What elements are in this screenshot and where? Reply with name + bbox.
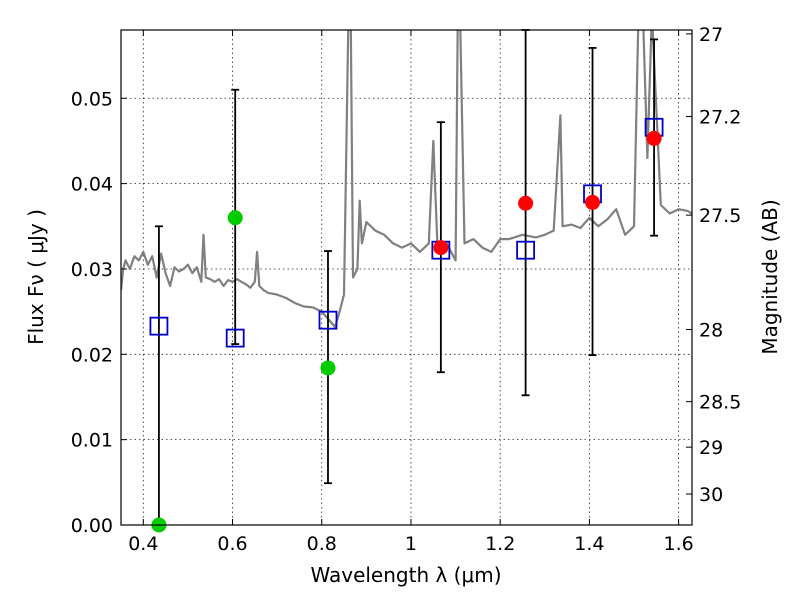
mag-tick-label: 28 <box>699 319 723 341</box>
y-tick-label: 0.05 <box>71 88 113 110</box>
spectrum-line <box>121 30 692 329</box>
filled-circle-marker <box>227 210 243 226</box>
filled-circle-marker <box>518 195 534 211</box>
mag-tick-label: 30 <box>699 484 723 506</box>
right-axis-label: Magnitude (AB) <box>758 199 782 354</box>
y-tick-label: 0.03 <box>71 259 113 281</box>
y-tick-label: 0.04 <box>71 174 113 196</box>
filled-circle-marker <box>585 194 601 210</box>
x-axis-label: Wavelength λ (μm) <box>310 563 501 587</box>
x-tick-label: 1.6 <box>664 533 694 555</box>
mag-tick-label: 29 <box>699 437 723 459</box>
x-tick-label: 1.4 <box>574 533 604 555</box>
filled-circle-marker <box>320 360 336 376</box>
open-square-marker <box>225 328 245 348</box>
y-tick-label: 0.02 <box>71 344 113 366</box>
grid-lines <box>121 30 692 526</box>
open-square-marker <box>318 310 338 330</box>
y-tick-label: 0.01 <box>71 430 113 452</box>
plot-frame <box>120 29 693 526</box>
open-square-marker <box>516 240 536 260</box>
x-tick-label: 1 <box>405 533 417 555</box>
x-tick-label: 0.6 <box>217 533 247 555</box>
mag-tick-label: 27.5 <box>699 205 741 227</box>
x-tick-label: 0.4 <box>128 533 158 555</box>
mag-tick-label: 27 <box>699 24 723 46</box>
filled-circle-marker <box>646 130 662 146</box>
x-tick-label: 1.2 <box>485 533 515 555</box>
axis-ticks: 0.4 0.6 0.8 1 1.2 1.4 1.6 0.00 0.01 0.02 0.03 0.04 0… <box>71 24 742 555</box>
open-square-marker <box>149 316 169 336</box>
mag-tick-label: 27.2 <box>699 107 741 129</box>
x-tick-label: 0.8 <box>307 533 337 555</box>
mag-tick-label: 28.5 <box>699 392 741 414</box>
y-axis-label: Flux Fν ( μJy ) <box>24 209 48 345</box>
filled-circle-marker <box>433 240 449 256</box>
model-spectrum <box>121 30 692 329</box>
y-tick-label: 0.00 <box>71 515 113 537</box>
